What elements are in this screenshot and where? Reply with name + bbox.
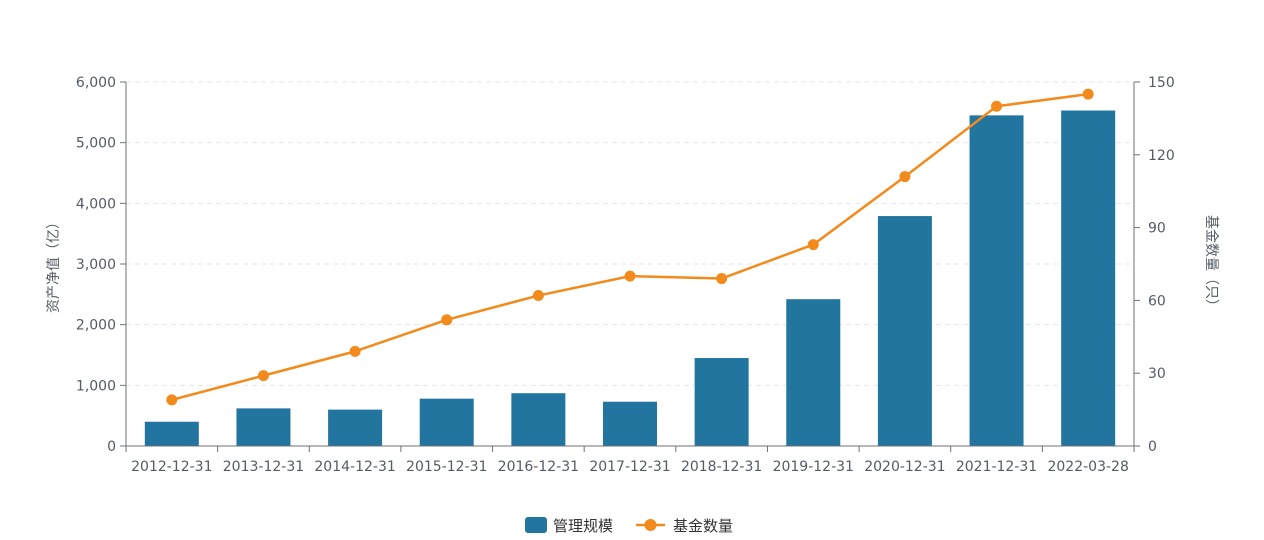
- y-axis-left-tick-label: 2,000: [76, 318, 116, 334]
- y-axis-right-title: 基金数量（只）: [1203, 215, 1220, 313]
- y-axis-left-title: 资产净值（亿）: [46, 215, 62, 313]
- x-axis-tick-label: 2022-03-28: [1047, 459, 1128, 475]
- line-point: [716, 273, 728, 285]
- bar: [144, 421, 199, 446]
- line-point: [166, 394, 178, 406]
- legend-label-line[interactable]: 基金数量: [673, 517, 733, 535]
- x-axis-tick-label: 2020-12-31: [864, 459, 945, 475]
- legend-swatch-bar[interactable]: [525, 517, 547, 533]
- bar: [603, 401, 657, 446]
- x-axis-tick-label: 2014-12-31: [314, 459, 395, 475]
- bar: [786, 299, 841, 446]
- line-point: [257, 370, 269, 382]
- y-axis-right-tick-label: 0: [1148, 439, 1157, 455]
- line-point: [624, 270, 636, 282]
- y-axis-right-tick-label: 30: [1148, 366, 1166, 382]
- x-axis-tick-label: 2016-12-31: [498, 459, 579, 475]
- axes: [120, 81, 1140, 452]
- line-point: [991, 100, 1003, 112]
- y-axis-right-tick-label: 90: [1148, 221, 1166, 237]
- bar: [694, 358, 749, 446]
- y-axis-left-tick-label: 1,000: [76, 378, 116, 394]
- x-axis-tick-label: 2019-12-31: [773, 459, 854, 475]
- bar: [511, 393, 566, 446]
- y-axis-left-tick-label: 3,000: [76, 257, 116, 273]
- y-axis-left-tick-label: 6,000: [76, 75, 116, 91]
- x-axis-tick-label: 2013-12-31: [223, 459, 304, 475]
- bar: [419, 398, 474, 446]
- bar: [328, 409, 383, 446]
- tick-labels: 0 1,000 2,000 3,000 4,000 5,000 6,000 0 30 60 90 12…: [76, 75, 1175, 475]
- line-series: [166, 88, 1094, 406]
- y-axis-right-tick-label: 60: [1148, 293, 1166, 309]
- x-axis-tick-label: 2012-12-31: [131, 459, 212, 475]
- line-point: [807, 239, 819, 251]
- bar: [969, 115, 1024, 446]
- gridlines: [126, 81, 1134, 386]
- x-axis-tick-label: 2018-12-31: [681, 459, 762, 475]
- x-axis-tick-label: 2015-12-31: [406, 459, 487, 475]
- line-point: [1082, 88, 1094, 100]
- line-point: [899, 171, 911, 183]
- x-axis-tick-label: 2021-12-31: [956, 459, 1037, 475]
- bar-series: [144, 110, 1116, 446]
- legend: 管理规模 基金数量: [525, 517, 733, 535]
- line-point: [532, 290, 544, 302]
- legend-label-bar[interactable]: 管理规模: [553, 517, 613, 535]
- x-axis-tick-label: 2017-12-31: [589, 459, 670, 475]
- bar: [236, 408, 291, 446]
- y-axis-left-tick-label: 0: [107, 439, 116, 455]
- bar: [1061, 110, 1116, 446]
- y-axis-left-tick-label: 5,000: [76, 136, 116, 152]
- legend-swatch-line-dot[interactable]: [644, 519, 657, 531]
- y-axis-left-tick-label: 4,000: [76, 196, 116, 212]
- bar: [877, 216, 932, 446]
- y-axis-right-tick-label: 150: [1148, 75, 1175, 91]
- line-point: [441, 314, 453, 326]
- line-point: [349, 345, 361, 357]
- y-axis-right-tick-label: 120: [1148, 148, 1175, 164]
- line-path: [171, 92, 1089, 402]
